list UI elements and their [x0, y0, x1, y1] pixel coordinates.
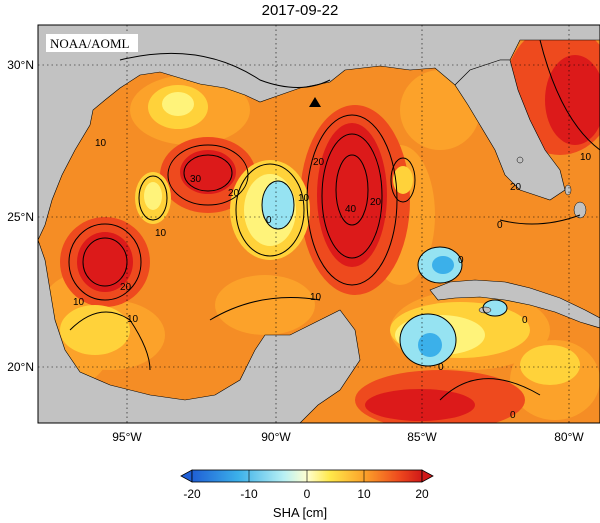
lon-label-85w: 85°W	[407, 430, 437, 444]
sha-fill-yellow	[60, 85, 580, 385]
lat-label-20n: 20°N	[7, 360, 34, 374]
colorbar-left-arrow	[180, 469, 193, 483]
lon-label-80w: 80°W	[554, 430, 584, 444]
lat-label-25n: 25°N	[7, 210, 34, 224]
contour-lines	[68, 39, 600, 401]
lon-label-95w: 95°W	[112, 430, 142, 444]
colorbar-tick: 20	[415, 487, 429, 501]
sha-fill-dark-red	[77, 55, 600, 421]
contour-label: 20	[228, 188, 240, 199]
contour-label: 20	[120, 282, 132, 293]
colorbar: -20 -10 0 10 20	[180, 469, 434, 501]
colorbar-right-arrow	[421, 469, 434, 483]
contour-label: 10	[298, 193, 310, 204]
contour-label: 20	[510, 182, 522, 193]
contour-label: 30	[190, 174, 202, 185]
map-frame	[37, 24, 600, 424]
contour-label: 10	[95, 138, 107, 149]
land-islands	[478, 156, 587, 314]
colorbar-tick: 0	[304, 487, 311, 501]
land-west-coast	[38, 239, 361, 423]
contour-label: 20	[370, 197, 382, 208]
contour-label: 10	[580, 152, 592, 163]
contour-label-group: 10 10 10 10 10 10 20 20 20 20 30 40 0 0 …	[73, 138, 592, 421]
sha-fill-blue	[418, 256, 454, 357]
contour-label: 0	[510, 410, 516, 421]
contour-label: 10	[310, 292, 322, 303]
contour-label: 0	[458, 255, 464, 266]
lat-label-30n: 30°N	[7, 58, 34, 72]
lat-lon-grid	[38, 25, 600, 423]
colorbar-tick: -10	[240, 487, 258, 501]
colorbar-tick: 10	[357, 487, 371, 501]
contour-label: 10	[155, 228, 167, 239]
colorbar-tick: -20	[183, 487, 201, 501]
contour-label: 10	[127, 314, 139, 325]
lon-label-90w: 90°W	[261, 430, 291, 444]
contour-label: 0	[522, 315, 528, 326]
credit-label: NOAA/AOML	[50, 36, 130, 51]
contour-label: 10	[73, 297, 85, 308]
contour-label: 0	[438, 362, 444, 373]
credit-box	[46, 34, 138, 52]
contour-label: 40	[345, 204, 357, 215]
triangle-marker-icon	[309, 97, 321, 107]
colorbar-label: SHA [cm]	[272, 505, 328, 520]
contour-label: 0	[266, 215, 272, 226]
contour-label: 20	[313, 157, 325, 168]
contour-label: 0	[497, 220, 503, 231]
map-title: 2017-09-22	[261, 2, 339, 19]
land-cuba	[429, 279, 600, 329]
